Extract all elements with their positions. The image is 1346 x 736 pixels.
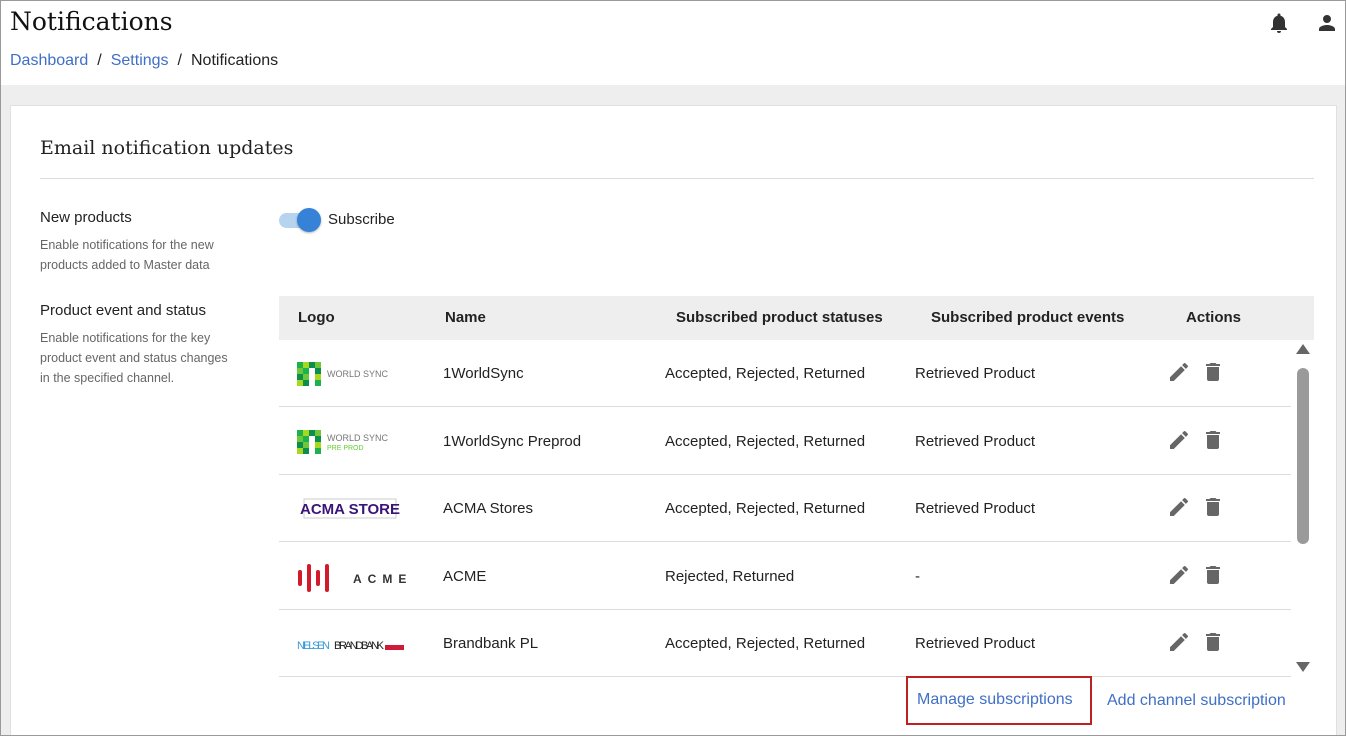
subscribed-events: - bbox=[915, 567, 920, 585]
svg-text:WORLD SYNC: WORLD SYNC bbox=[327, 369, 389, 379]
channel-name: Brandbank PL bbox=[443, 635, 539, 652]
delete-icon[interactable] bbox=[1201, 495, 1225, 519]
breadcrumb-dashboard[interactable]: Dashboard bbox=[10, 52, 89, 69]
subscribed-statuses: Accepted, Rejected, Returned bbox=[665, 365, 866, 382]
scroll-up-icon[interactable] bbox=[1296, 344, 1310, 354]
user-icon[interactable] bbox=[1315, 11, 1339, 35]
table-row: WORLD SYNC PRE PROD 1WorldSync Preprod Ac… bbox=[279, 408, 1291, 475]
channel-logo: WORLD SYNC PRE PROD bbox=[297, 429, 407, 455]
breadcrumb-current: Notifications bbox=[191, 52, 279, 69]
edit-icon[interactable] bbox=[1167, 360, 1191, 384]
subscribed-events: Retrieved Product bbox=[915, 635, 1036, 652]
svg-text:NIELSEN: NIELSEN bbox=[297, 640, 330, 652]
svg-text:WORLD SYNC: WORLD SYNC bbox=[327, 433, 389, 443]
edit-icon[interactable] bbox=[1167, 428, 1191, 452]
edit-icon[interactable] bbox=[1167, 563, 1191, 587]
header: Notifications Dashboard / Settings / Notific… bbox=[1, 1, 1345, 85]
channel-logo: NIELSEN BRANDBANK bbox=[297, 631, 407, 657]
channel-logo: WORLD SYNC bbox=[297, 361, 407, 387]
1worldsync-logo: WORLD SYNC bbox=[297, 362, 389, 386]
channel-logo: ACMA STORE bbox=[297, 496, 407, 522]
product-event-heading: Product event and status bbox=[40, 302, 206, 319]
brandbank-logo: NIELSEN BRANDBANK bbox=[297, 640, 404, 652]
new-products-description: Enable notifications for the new product… bbox=[40, 238, 214, 272]
channel-name: 1WorldSync Preprod bbox=[443, 432, 582, 450]
edit-icon[interactable] bbox=[1167, 495, 1191, 519]
svg-text:ACME: ACME bbox=[353, 572, 407, 586]
acma-store-logo: ACMA STORE bbox=[300, 498, 400, 519]
table-header: Logo Name Subscribed product statuses Su… bbox=[279, 296, 1314, 340]
subscriptions-table: Logo Name Subscribed product statuses Su… bbox=[279, 296, 1314, 678]
product-event-description: Enable notifications for the key product… bbox=[40, 331, 228, 385]
subscribed-events: Retrieved Product bbox=[915, 365, 1036, 382]
channel-name: ACMA Stores bbox=[443, 500, 534, 517]
breadcrumb-settings[interactable]: Settings bbox=[110, 52, 169, 69]
edit-icon[interactable] bbox=[1167, 630, 1191, 654]
delete-icon[interactable] bbox=[1201, 428, 1225, 452]
subscribed-events: Retrieved Product bbox=[915, 432, 1036, 450]
subscribed-statuses: Accepted, Rejected, Returned bbox=[665, 635, 866, 652]
col-logo: Logo bbox=[298, 309, 335, 326]
subscribed-statuses: Accepted, Rejected, Returned bbox=[665, 432, 866, 450]
table-row: ACMA STORE ACMA Stores Accepted, Rejecte… bbox=[279, 475, 1291, 542]
subscribe-toggle[interactable] bbox=[279, 208, 323, 232]
email-notification-card: Email notification updates New products … bbox=[10, 105, 1337, 735]
delete-icon[interactable] bbox=[1201, 630, 1225, 654]
col-events: Subscribed product events bbox=[931, 309, 1125, 326]
table-row: ACME ACME Rejected, Returned - bbox=[279, 543, 1291, 610]
scrollbar[interactable] bbox=[1291, 340, 1314, 678]
delete-icon[interactable] bbox=[1201, 360, 1225, 384]
col-actions: Actions bbox=[1186, 309, 1242, 326]
manage-subscriptions-link[interactable]: Manage subscriptions bbox=[906, 676, 1092, 725]
page-title: Notifications bbox=[10, 7, 173, 36]
channel-name: ACME bbox=[443, 567, 487, 585]
breadcrumb: Dashboard / Settings / Notifications bbox=[10, 52, 279, 69]
table-row: NIELSEN BRANDBANK Brandbank PL Accepted, … bbox=[279, 610, 1291, 677]
channel-logo: ACME bbox=[297, 563, 407, 592]
divider bbox=[40, 178, 1314, 179]
table-row: WORLD SYNC 1WorldSync Accepted, Rejected… bbox=[279, 340, 1291, 407]
acme-logo: ACME bbox=[298, 563, 407, 592]
svg-text:BRANDBANK: BRANDBANK bbox=[334, 640, 385, 652]
bell-icon[interactable] bbox=[1267, 11, 1291, 35]
subscribed-statuses: Accepted, Rejected, Returned bbox=[665, 500, 866, 517]
new-products-heading: New products bbox=[40, 209, 132, 226]
delete-icon[interactable] bbox=[1201, 563, 1225, 587]
svg-text:PRE PROD: PRE PROD bbox=[327, 445, 364, 452]
col-name: Name bbox=[445, 309, 486, 326]
add-channel-subscription-link[interactable]: Add channel subscription bbox=[1107, 692, 1286, 709]
subscribe-label: Subscribe bbox=[328, 211, 395, 228]
card-title: Email notification updates bbox=[40, 137, 294, 159]
scroll-down-icon[interactable] bbox=[1296, 662, 1310, 672]
1worldsync-preprod-logo: WORLD SYNC PRE PROD bbox=[297, 429, 389, 454]
subscribed-events: Retrieved Product bbox=[915, 500, 1036, 517]
col-statuses: Subscribed product statuses bbox=[676, 309, 883, 326]
subscribed-statuses: Rejected, Returned bbox=[665, 567, 795, 585]
scrollbar-thumb[interactable] bbox=[1297, 368, 1309, 544]
svg-text:ACMA STORE: ACMA STORE bbox=[300, 501, 400, 518]
channel-name: 1WorldSync bbox=[443, 365, 524, 382]
